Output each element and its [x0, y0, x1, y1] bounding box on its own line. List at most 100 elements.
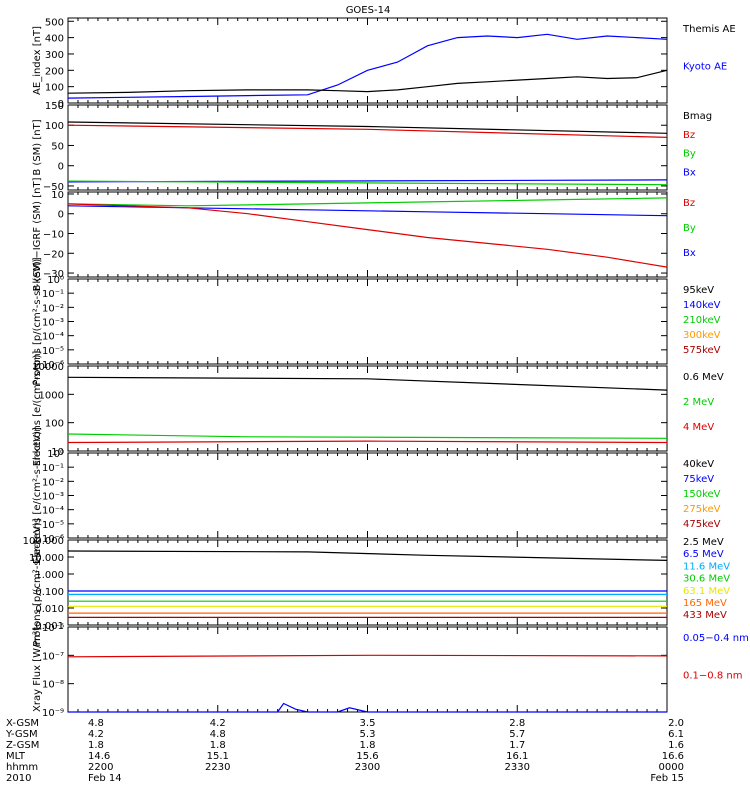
legend-entry: 2.5 MeV [683, 537, 724, 548]
legend-entry: 0.05−0.4 nm [683, 633, 749, 644]
series-line-7 [67, 550, 668, 561]
y-tick-label: 10⁻³ [42, 492, 64, 503]
y-tick-label: 100 [45, 419, 64, 430]
y-tick-label: −50 [43, 182, 64, 193]
y-tick-label: 1000 [39, 390, 64, 401]
legend-entry: 575keV [683, 345, 721, 356]
series-line-1 [67, 33, 668, 99]
y-tick-label: −10 [43, 230, 64, 241]
ephemeris-value: 1.7 [509, 740, 525, 751]
series-line-2 [68, 702, 667, 713]
y-tick-label: 150 [45, 101, 64, 112]
y-axis-label: Xray Flux [W/m²] [32, 627, 43, 712]
panel-6: 10⁻⁶ 10⁻⁵ 10⁻⁴ 10⁻³ 10⁻² 10⁻¹ 10⁰ Electrons [e/… [32, 427, 721, 564]
ephemeris-value: 1.6 [668, 740, 684, 751]
y-tick-label: 200 [45, 66, 64, 77]
ephemeris-value: 6.1 [668, 729, 684, 740]
ephemeris-axis: X-GSMY-GSMZ-GSMMLThhmm20104.84.21.814.62… [5, 718, 684, 784]
legend-entry: 75keV [683, 474, 714, 485]
y-tick-label: 100 [45, 121, 64, 132]
y-tick-label: 10⁻⁷ [42, 651, 64, 662]
legend-entry: Themis AE [682, 24, 736, 35]
legend-entry: By [683, 149, 696, 160]
ephemeris-value: 0000 [659, 762, 684, 773]
ephemeris-value: 1.8 [360, 740, 376, 751]
y-tick-label: 10000 [32, 362, 64, 373]
y-tick-label: 100 [45, 83, 64, 94]
ephemeris-value: 14.6 [88, 751, 110, 762]
ephemeris-value: 16.6 [662, 751, 684, 762]
legend-entry: 4 MeV [683, 422, 714, 433]
panel-frame [67, 17, 668, 104]
series-line-2 [67, 69, 668, 94]
y-tick-label: 10⁻⁸ [42, 680, 64, 691]
y-tick-label: 300 [45, 50, 64, 61]
panel-frame [67, 278, 668, 365]
y-tick-label: −30 [43, 269, 64, 280]
panel-frame [67, 626, 668, 713]
y-tick-label: 10⁻⁶ [42, 534, 64, 545]
panel-frame [67, 539, 668, 626]
y-tick-label: 0 [58, 99, 64, 110]
ephemeris-value: 1.8 [88, 740, 104, 751]
ephemeris-value: 5.7 [509, 729, 525, 740]
ephemeris-row-label: Y-GSM [5, 729, 38, 740]
y-tick-label: 10⁻¹ [42, 463, 64, 474]
ephemeris-value: 2.0 [668, 718, 684, 729]
ephemeris-value: 5.3 [360, 729, 376, 740]
ephemeris-value: 2.8 [509, 718, 525, 729]
legend-entry: Bz [683, 198, 695, 209]
y-axis-label: Protons [p/(cm²-s-sr-keV)] [32, 518, 43, 646]
series-line-2 [67, 433, 668, 439]
y-tick-label: 100.000 [23, 536, 64, 547]
y-tick-label: 10 [51, 190, 64, 201]
ephemeris-value: Feb 14 [88, 773, 122, 784]
legend-entry: Bmag [683, 111, 712, 122]
ephemeris-value: 4.2 [88, 729, 104, 740]
series-line-3 [67, 124, 668, 138]
legend-entry: 300keV [683, 330, 721, 341]
legend-entry: 6.5 MeV [683, 549, 724, 560]
y-tick-label: 10⁻¹ [42, 289, 64, 300]
legend-entry: 2 MeV [683, 397, 714, 408]
y-tick-label: 10.000 [29, 553, 64, 564]
y-tick-label: 10⁻⁶ [42, 623, 64, 634]
ephemeris-value: 4.8 [210, 729, 226, 740]
y-tick-label: 10⁻⁹ [42, 708, 64, 719]
y-tick-label: 0 [58, 162, 64, 173]
series-line-1 [67, 654, 668, 658]
y-axis-label: AE_index [nT] [32, 26, 43, 95]
legend-entry: 165 MeV [683, 598, 727, 609]
legend-entry: 433 MeV [683, 610, 727, 621]
y-tick-label: 50 [51, 141, 64, 152]
y-tick-label: 0 [58, 210, 64, 221]
ephemeris-row-label: X-GSM [6, 718, 39, 729]
y-axis-label: B (SM)−IGRF (SM) [nT] [32, 177, 43, 291]
legend-entry: 140keV [683, 300, 721, 311]
y-tick-label: 10⁻⁴ [42, 332, 64, 343]
legend-entry: 210keV [683, 315, 721, 326]
panel-frame [67, 104, 668, 191]
legend-entry: 150keV [683, 489, 721, 500]
panel-frame [67, 452, 668, 539]
series-line-2 [67, 180, 668, 186]
ephemeris-value: 15.1 [207, 751, 229, 762]
ephemeris-value: Feb 15 [650, 773, 684, 784]
legend-entry: Bx [683, 248, 696, 259]
y-axis-label: B (SM) [nT] [32, 119, 43, 175]
legend-entry: Kyoto AE [683, 62, 727, 73]
y-tick-label: 0.010 [35, 604, 64, 615]
y-tick-label: 400 [45, 34, 64, 45]
figure-title: GOES-14 [346, 5, 391, 16]
y-tick-label: 10⁻⁶ [42, 360, 64, 371]
y-tick-label: 10⁻⁵ [42, 520, 64, 531]
ephemeris-value: 15.6 [356, 751, 378, 762]
y-tick-label: 500 [45, 17, 64, 28]
legend-entry: 11.6 MeV [683, 561, 730, 572]
ephemeris-value: 2200 [88, 762, 113, 773]
ephemeris-value: 16.1 [506, 751, 528, 762]
